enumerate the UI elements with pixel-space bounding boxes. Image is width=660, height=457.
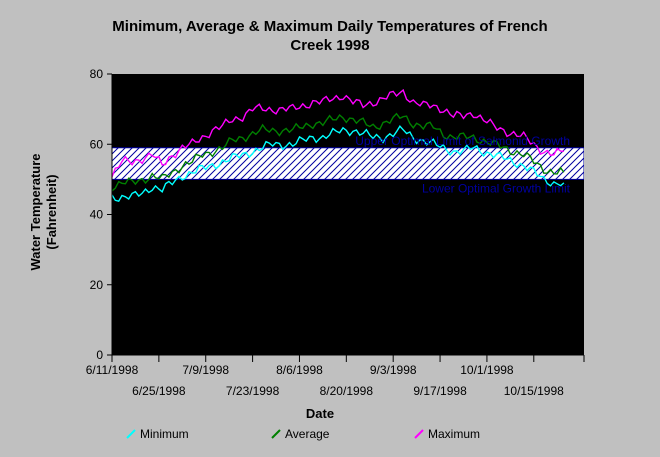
series-line-maximum [112, 88, 564, 178]
legend-label-minimum: Minimum [140, 427, 189, 441]
chart-title-line-2: Creek 1998 [290, 37, 369, 54]
x-tick-label: 8/20/1998 [320, 384, 374, 398]
legend-swatch-maximum [414, 429, 424, 439]
x-tick-label: 7/9/1998 [182, 363, 229, 377]
legend-swatch-minimum [126, 429, 136, 439]
y-axis-ticks: 0 20 40 60 80 [90, 67, 112, 362]
x-tick-label: 6/25/1998 [132, 384, 186, 398]
upper-limit-label: Upper Optimal Limit of Salmonid Growth [355, 134, 570, 148]
x-tick-label: 9/3/1998 [370, 363, 417, 377]
legend-label-maximum: Maximum [428, 427, 480, 441]
x-tick-label: 8/6/1998 [276, 363, 323, 377]
y-tick-label: 0 [96, 348, 103, 362]
x-tick-label: 7/23/1998 [226, 384, 280, 398]
x-axis-ticks: 6/11/1998 6/25/1998 7/9/1998 7/23/1998 8/6/1… [86, 355, 585, 398]
series-line-minimum [112, 125, 565, 203]
y-axis-title-line-1: Water Temperature [28, 153, 43, 270]
x-axis-title: Date [306, 406, 334, 421]
plot-area [112, 74, 584, 355]
series-layer [112, 88, 565, 203]
band-label-layer: Upper Optimal Limit of Salmonid Growth Lo… [355, 134, 570, 196]
y-axis-title-line-2: (Fahrenheit) [44, 174, 59, 249]
y-tick-label: 60 [90, 137, 104, 151]
lower-limit-label: Lower Optimal Growth Limit [422, 181, 571, 195]
y-tick-label: 80 [90, 67, 104, 81]
legend-label-average: Average [285, 427, 330, 441]
x-tick-label: 6/11/1998 [86, 363, 139, 377]
legend-swatch-average [271, 429, 281, 439]
x-tick-label: 10/15/1998 [504, 384, 564, 398]
chart-title-line-1: Minimum, Average & Maximum Daily Tempera… [112, 18, 547, 35]
series-line-average [112, 112, 565, 192]
y-tick-label: 20 [90, 278, 104, 292]
x-tick-label: 9/17/1998 [413, 384, 467, 398]
legend: Minimum Average Maximum [126, 427, 480, 441]
x-tick-label: 10/1/1998 [460, 363, 514, 377]
y-tick-label: 40 [90, 208, 104, 222]
